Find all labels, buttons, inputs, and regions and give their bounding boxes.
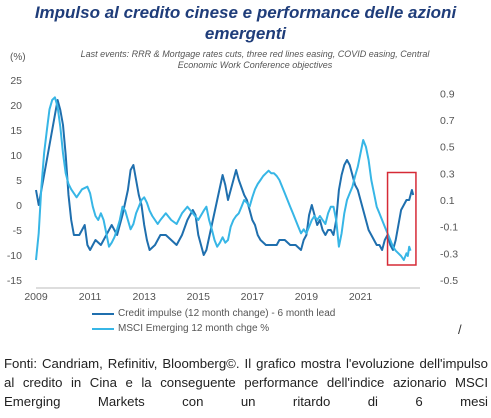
left-tick-label: 5 [16, 175, 22, 187]
left-tick-label: 10 [10, 150, 22, 162]
legend: Credit impulse (12 month change) - 6 mon… [92, 306, 335, 336]
right-tick-label: 0.9 [440, 88, 455, 100]
series-line-credit-impulse [35, 99, 415, 256]
left-tick-label: -10 [7, 250, 22, 262]
chart-title: Impulso al credito cinese e performance … [34, 3, 457, 43]
legend-item-credit: Credit impulse (12 month change) - 6 mon… [92, 306, 335, 321]
x-tick-label: 2015 [187, 291, 211, 303]
left-tick-label: 25 [10, 75, 22, 87]
legend-swatch-msci [92, 327, 114, 330]
right-tick-label: -0.5 [440, 275, 458, 287]
x-tick-label: 2013 [132, 291, 156, 303]
x-tick-label: 2017 [241, 291, 265, 303]
left-tick-label: 15 [10, 125, 22, 137]
right-tick-label: 0.5 [440, 142, 455, 154]
caption: Fonti: Candriam, Refinitiv, Bloomberg©. … [4, 356, 488, 409]
chart-subtitle: Last events: RRR & Mortgage rates cuts, … [80, 49, 430, 70]
left-tick-label: -5 [13, 225, 22, 237]
left-axis-unit: (%) [10, 52, 26, 63]
right-tick-label: 0.7 [440, 115, 455, 127]
slash-mark: / [458, 322, 462, 337]
left-tick-label: -15 [7, 275, 22, 287]
x-tick-label: 2019 [295, 291, 319, 303]
legend-label-msci: MSCI Emerging 12 month chge % [118, 323, 270, 334]
series-line-msci-emerging [35, 96, 412, 261]
left-tick-label: 0 [16, 200, 22, 212]
x-tick-label: 2009 [24, 291, 48, 303]
x-tick-label: 2011 [79, 291, 102, 303]
highlight-box [386, 171, 417, 266]
legend-label-credit: Credit impulse (12 month change) - 6 mon… [118, 308, 336, 319]
right-tick-label: 0.3 [440, 168, 455, 180]
legend-item-msci: MSCI Emerging 12 month chge % [92, 321, 335, 336]
legend-swatch-credit [92, 312, 114, 315]
series-lines [35, 96, 415, 261]
right-tick-label: -0.1 [440, 222, 458, 234]
right-axis-ticks: 0.9 0.7 0.5 0.3 0.1 -0.1 -0.3 -0.5 [440, 88, 458, 287]
x-tick-label: 2021 [349, 291, 373, 303]
x-axis-ticks: 2009 2011 2013 2015 2017 2019 2021 [24, 291, 372, 303]
right-tick-label: -0.3 [440, 248, 458, 260]
left-tick-label: 20 [10, 100, 22, 112]
left-axis-ticks: 25 20 15 10 5 0 -5 -10 -15 [7, 75, 22, 287]
right-tick-label: 0.1 [440, 195, 455, 207]
